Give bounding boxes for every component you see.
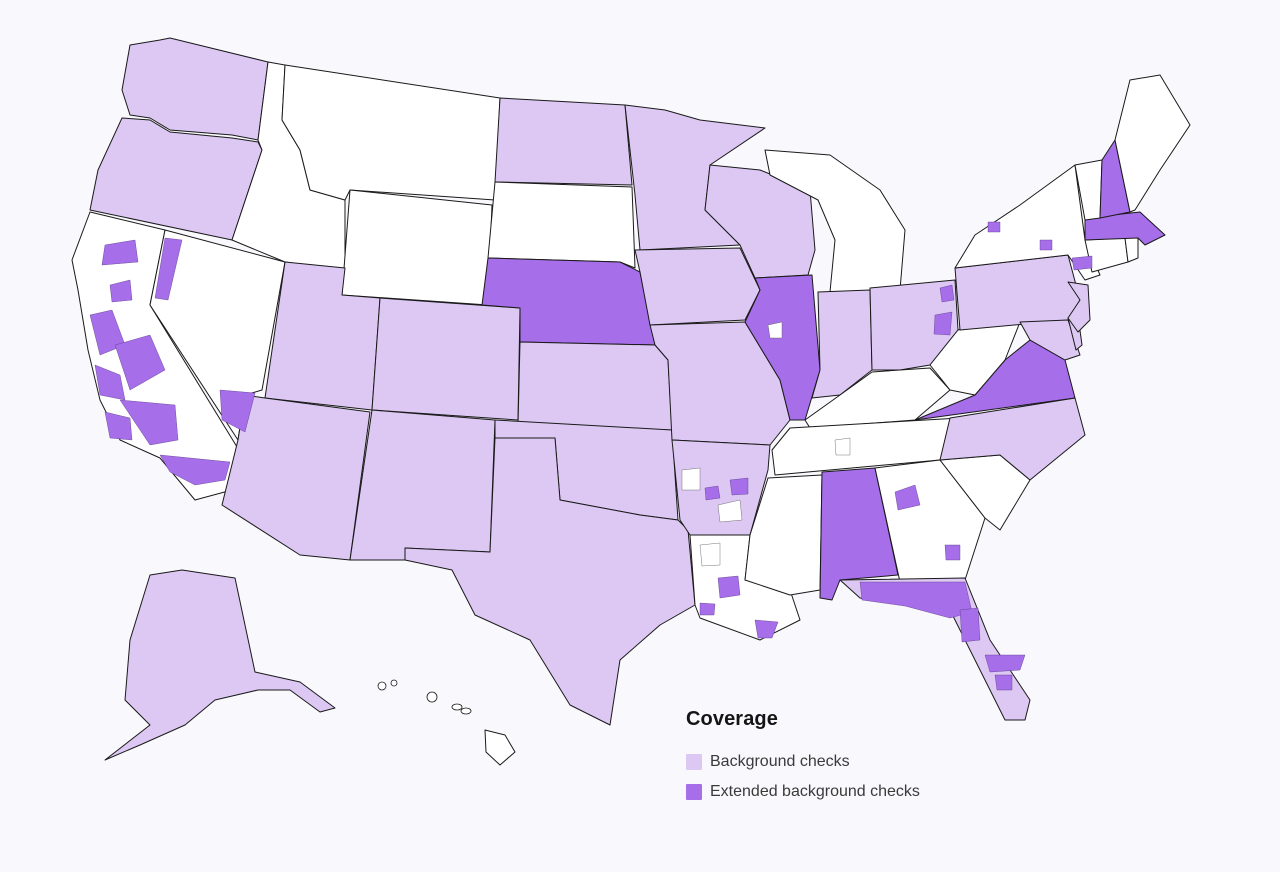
legend-item-background-checks: Background checks <box>686 747 986 777</box>
state-new-mexico <box>349 409 496 561</box>
state-maine <box>1114 74 1191 213</box>
legend-label: Extended background checks <box>710 783 920 800</box>
extended-county-clusters <box>89 221 1093 691</box>
legend-swatch-basic <box>686 754 702 770</box>
legend-title: Coverage <box>686 708 778 730</box>
legend-label: Background checks <box>710 753 850 770</box>
state-south-dakota <box>487 181 636 269</box>
state-colorado <box>371 297 521 421</box>
state-kansas <box>517 341 673 431</box>
state-hawaii <box>484 729 516 766</box>
legend-item-extended-background-checks: Extended background checks <box>686 777 986 807</box>
state-montana <box>281 64 501 201</box>
state-north-dakota <box>494 97 633 186</box>
state-iowa <box>634 247 761 326</box>
state-alaska <box>104 569 336 761</box>
legend-swatch-extended <box>686 784 702 800</box>
uncovered-county-pockets <box>681 321 851 567</box>
state-wyoming <box>341 189 493 306</box>
hawaii-islands <box>377 679 472 715</box>
legend: Coverage Background checks Extended back… <box>686 708 986 807</box>
